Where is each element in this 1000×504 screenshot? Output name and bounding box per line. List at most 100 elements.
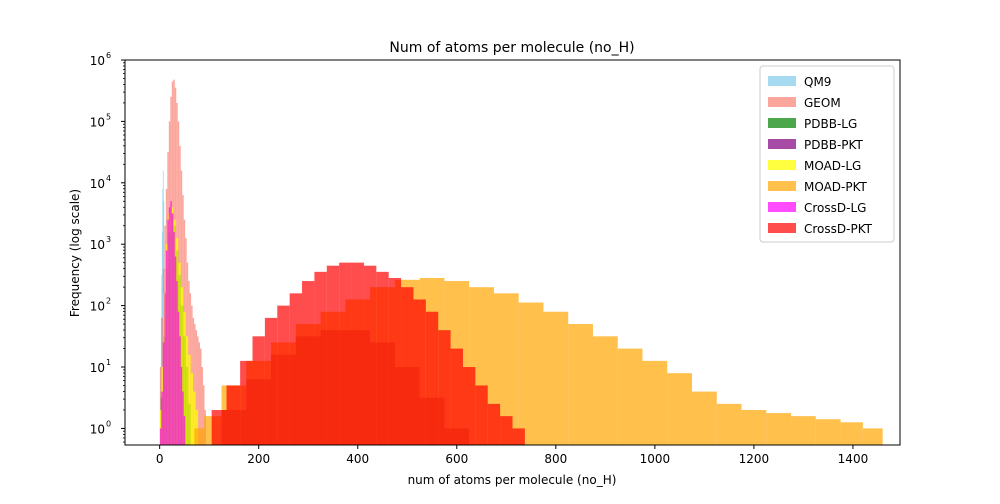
bar-moad-lg [180, 287, 184, 445]
bar-crossd-pkt [277, 305, 290, 445]
legend-swatch [768, 139, 796, 149]
legend-swatch [768, 181, 796, 191]
bar-crossd-lg [183, 416, 186, 445]
bar-crossd-lg [164, 293, 166, 445]
bar-crossd-lg [161, 391, 163, 445]
bar-geom [201, 367, 203, 445]
bar-geom [197, 336, 199, 445]
y-tick-label: 10 [90, 54, 105, 68]
series-crossd-pkt [211, 262, 525, 445]
bar-moad-pkt [667, 373, 693, 445]
bar-crossd-lg [165, 250, 168, 445]
bar-geom [200, 348, 202, 445]
x-tick-label: 200 [247, 452, 270, 466]
bar-geom [159, 367, 162, 445]
bar-crossd-lg [171, 213, 174, 445]
bar-moad-pkt [592, 336, 618, 445]
x-tick-label: 800 [544, 452, 567, 466]
y-tick-exponent: 0 [106, 419, 111, 428]
chart-title: Num of atoms per molecule (no_H) [389, 40, 634, 56]
bar-crossd-pkt [302, 281, 315, 445]
bar-moad-lg [193, 391, 196, 445]
legend-label: GEOM [804, 96, 841, 110]
x-tick-label: 1400 [838, 452, 869, 466]
bar-crossd-lg [182, 391, 184, 445]
bar-crossd-pkt [425, 311, 439, 445]
bar-moad-lg [195, 410, 199, 445]
bar-crossd-lg [176, 281, 178, 445]
y-tick-exponent: 6 [106, 51, 111, 60]
legend-swatch [768, 223, 796, 233]
bar-crossd-lg [180, 367, 183, 445]
legend-box [759, 65, 895, 243]
bar-moad-pkt [815, 419, 841, 445]
legend: QM9 GEOM PDBB-LG PDBB-PKT MOAD-LG MOAD-PKT Cro… [759, 65, 895, 243]
bar-moad-lg [190, 373, 194, 445]
bar-crossd-pkt [512, 428, 525, 445]
bar-crossd-pkt [226, 385, 241, 445]
legend-label: CrossD-LG [804, 201, 866, 215]
bar-crossd-lg [173, 231, 175, 445]
legend-label: MOAD-LG [804, 159, 861, 173]
bar-crossd-pkt [363, 265, 377, 445]
bar-crossd-pkt [211, 410, 227, 445]
legend-label: MOAD-PKT [804, 180, 868, 194]
bar-crossd-pkt [388, 277, 402, 445]
x-tick-label: 0 [156, 452, 164, 466]
bar-crossd-pkt [413, 299, 426, 445]
x-tick-label: 600 [445, 452, 468, 466]
bars-layer [159, 79, 883, 446]
y-tick-label: 10 [90, 177, 105, 191]
bar-geom [198, 342, 201, 445]
bar-crossd-lg [167, 219, 169, 445]
bar-crossd-lg [162, 342, 165, 445]
bar-moad-pkt [862, 428, 883, 445]
y-tick-exponent: 5 [106, 112, 111, 121]
bar-crossd-pkt [438, 330, 451, 445]
legend-swatch [768, 202, 796, 212]
legend-label: PDBB-PKT [804, 138, 863, 152]
bar-geom [195, 330, 198, 445]
bar-moad-pkt [741, 410, 767, 445]
legend-swatch [768, 97, 796, 107]
y-tick-label: 10 [90, 422, 105, 436]
bar-crossd-pkt [326, 265, 340, 445]
bar-moad-pkt [617, 348, 643, 445]
legend-label: QM9 [804, 75, 831, 89]
bar-crossd-lg [159, 428, 162, 445]
legend-swatch [768, 160, 796, 170]
x-axis: 0 200 400 600 800 1000 1200 1400 [156, 445, 868, 466]
bar-crossd-pkt [487, 403, 501, 445]
legend-swatch [768, 76, 796, 86]
bar-crossd-lg [170, 201, 172, 445]
bar-crossd-pkt [351, 262, 364, 445]
series-crossd-lg [159, 201, 186, 445]
bar-geom [194, 324, 196, 445]
bar-qm9 [162, 188, 164, 445]
bar-crossd-pkt [339, 262, 352, 445]
bar-moad-pkt [692, 391, 717, 445]
bar-moad-pkt [766, 413, 792, 445]
bar-moad-pkt [716, 403, 742, 445]
y-tick-label: 10 [90, 115, 105, 129]
bar-moad-pkt [518, 302, 544, 445]
y-axis-label: Frequency (log scale) [68, 189, 82, 317]
bar-crossd-pkt [252, 336, 265, 445]
bar-moad-pkt [568, 324, 593, 445]
bar-crossd-pkt [462, 367, 476, 445]
y-tick-label: 10 [90, 300, 105, 314]
bar-crossd-lg [174, 256, 177, 445]
bar-moad-pkt [194, 428, 205, 445]
y-tick-exponent: 2 [106, 297, 111, 306]
y-tick-exponent: 1 [106, 358, 111, 367]
bar-moad-lg [185, 336, 189, 445]
x-axis-label: num of atoms per molecule (no_H) [408, 473, 617, 487]
bar-moad-lg [188, 354, 191, 445]
x-tick-label: 400 [346, 452, 369, 466]
y-tick-label: 10 [90, 361, 105, 375]
x-tick-label: 1200 [739, 452, 770, 466]
bar-moad-pkt [543, 311, 569, 445]
